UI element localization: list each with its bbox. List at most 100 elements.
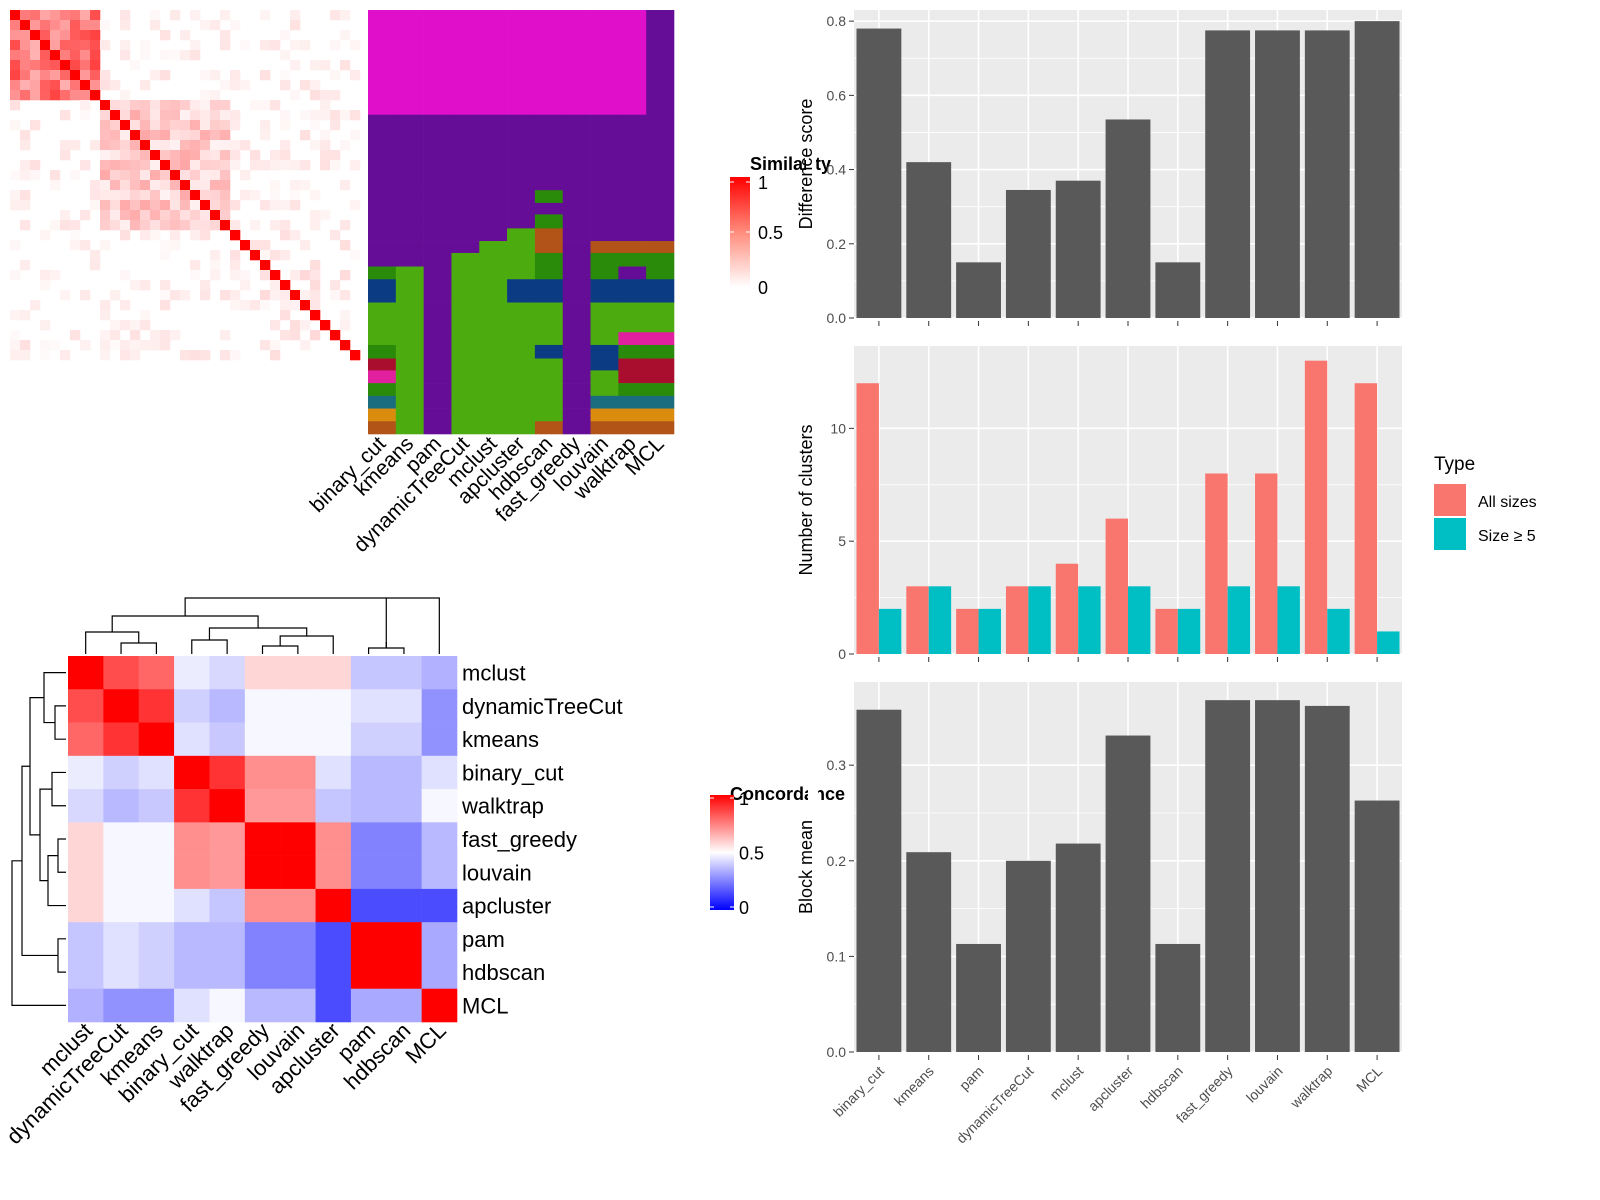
heatmap-cell (150, 200, 161, 211)
partition-cell (451, 408, 480, 422)
heatmap-cell (290, 40, 301, 51)
partition-cell (534, 114, 564, 191)
heatmap-cell (160, 100, 171, 111)
partition-cell (368, 302, 397, 333)
bar-all-sizes (1354, 383, 1378, 654)
concordance-cell (174, 888, 210, 923)
heatmap-cell (190, 170, 201, 181)
heatmap-cell (60, 150, 71, 161)
heatmap-cell (10, 270, 21, 281)
partition-cell (507, 332, 536, 346)
heatmap-cell (190, 40, 201, 51)
partition-cell (646, 228, 675, 242)
heatmap-cell (80, 340, 91, 351)
partition-cell (646, 252, 675, 267)
heatmap-cell (10, 30, 21, 41)
heatmap-cell (350, 40, 361, 51)
heatmap-cell (160, 240, 171, 251)
heatmap-cell (200, 220, 211, 231)
concordance-cell (68, 955, 104, 990)
heatmap-cell (260, 40, 271, 51)
heatmap-cell (190, 100, 201, 111)
heatmap-cell (140, 140, 151, 151)
heatmap-cell (180, 180, 191, 191)
heatmap-cell (280, 140, 291, 151)
heatmap-cell (130, 170, 141, 181)
heatmap-cell (310, 210, 321, 221)
heatmap-cell (90, 180, 101, 191)
partition-cell (590, 358, 619, 371)
concordance-cell (103, 955, 140, 990)
heatmap-cell (240, 140, 251, 151)
heatmap-cell (60, 40, 71, 51)
heatmap-cell (230, 110, 241, 121)
heatmap-cell (70, 40, 81, 51)
heatmap-cell (160, 300, 171, 311)
heatmap-cell (170, 200, 181, 211)
concordance-cell (68, 988, 104, 1023)
bar-all-sizes (1155, 608, 1178, 654)
partition-cell (395, 10, 424, 116)
heatmap-cell (30, 170, 41, 181)
heatmap-cell (140, 200, 151, 211)
heatmap-cell (170, 10, 181, 21)
heatmap-cell (160, 160, 171, 171)
heatmap-cell (60, 30, 71, 41)
heatmap-cell (300, 290, 311, 301)
heatmap-cell (40, 80, 51, 91)
heatmap-cell (280, 120, 291, 131)
heatmap-cell (60, 110, 71, 121)
partition-cell (618, 332, 647, 346)
heatmap-cell (310, 220, 321, 231)
y-tick-label: 0.2 (827, 853, 847, 869)
heatmap-cell (50, 60, 61, 71)
bar (1105, 735, 1151, 1052)
heatmap-cell (10, 50, 21, 61)
concordance-cell (315, 955, 352, 990)
partition-cell (507, 214, 536, 229)
heatmap-cell (320, 130, 331, 141)
heatmap-cell (240, 190, 251, 201)
heatmap-cell (30, 50, 41, 61)
partition-cell (368, 421, 397, 435)
partition-cell (479, 202, 508, 215)
concordance-cell (280, 922, 316, 956)
heatmap-cell (280, 70, 291, 81)
row-label: kmeans (462, 727, 539, 752)
partition-cell (618, 358, 647, 371)
bar-size-ge-5 (1277, 586, 1300, 654)
heatmap-cell (170, 150, 181, 161)
partition-cell (395, 408, 424, 422)
heatmap-cell (200, 160, 211, 171)
heatmap-cell (40, 350, 51, 361)
concordance-cell (244, 955, 281, 990)
heatmap-cell (300, 320, 311, 331)
heatmap-cell (200, 190, 211, 201)
partition-cell (646, 114, 675, 191)
heatmap-cell (110, 200, 121, 211)
concordance-cell (68, 789, 104, 823)
heatmap-cell (140, 40, 151, 51)
heatmap-cell (30, 40, 41, 51)
heatmap-cell (280, 330, 291, 341)
concordance-cell (421, 922, 458, 956)
heatmap-cell (120, 150, 131, 161)
partition-cell (534, 358, 564, 371)
heatmap-cell (250, 220, 261, 231)
concordance-cell (68, 922, 104, 956)
heatmap-cell (270, 160, 281, 171)
partition-cell (423, 302, 452, 333)
partition-cell (590, 332, 619, 346)
concordance-cell (138, 922, 175, 956)
heatmap-cell (70, 330, 81, 341)
heatmap-cell (250, 240, 261, 251)
heatmap-cell (320, 110, 331, 121)
heatmap-cell (310, 290, 321, 301)
concordance-cell (315, 755, 352, 790)
similarity-colorbar (730, 177, 750, 287)
concordance-cell (315, 922, 352, 956)
type-legend-swatch (1434, 518, 1466, 550)
heatmap-cell (40, 60, 51, 71)
heatmap-cell (130, 130, 141, 141)
heatmap-cell (20, 30, 31, 41)
